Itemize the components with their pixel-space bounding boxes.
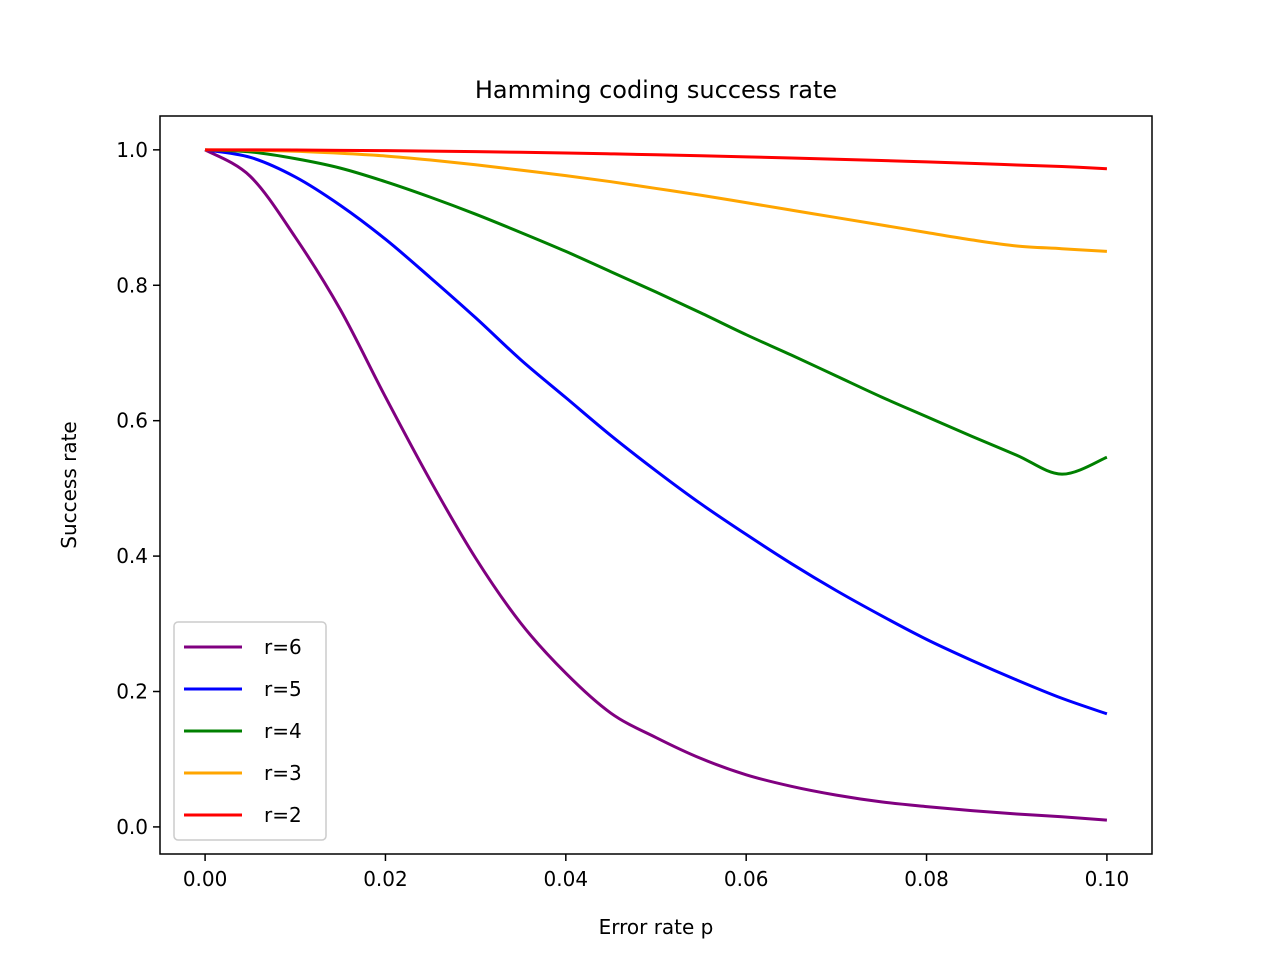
series-line-r-2 (205, 148, 1107, 171)
legend: r=6 r=5 r=4 r=3 r=2 (173, 621, 327, 841)
x-tick-label: 0.10 (1085, 867, 1130, 891)
legend-label: r=6 (264, 635, 302, 659)
x-axis-ticks: 0.00 0.02 0.04 0.06 0.08 0.10 (183, 854, 1129, 891)
x-tick-label: 0.04 (544, 867, 589, 891)
legend-label: r=4 (264, 719, 302, 743)
series-line-r-3 (205, 148, 1107, 253)
series-line-r-5 (204, 148, 1108, 716)
x-tick-label: 0.00 (183, 867, 228, 891)
x-tick-label: 0.06 (724, 867, 769, 891)
x-tick-label: 0.08 (904, 867, 949, 891)
plot-frame (159, 115, 1153, 855)
y-tick-label: 1.0 (116, 138, 148, 162)
legend-box (173, 621, 327, 841)
legend-label: r=3 (264, 761, 302, 785)
x-axis-label: Error rate p (599, 915, 714, 939)
y-axis-ticks: 0.0 0.2 0.4 0.6 0.8 1.0 (116, 138, 160, 839)
legend-label: r=5 (264, 677, 302, 701)
x-tick-label: 0.02 (363, 867, 408, 891)
y-tick-label: 0.2 (116, 680, 148, 704)
series-line-r-6 (204, 148, 1108, 822)
chart-title: Hamming coding success rate (475, 76, 837, 104)
y-tick-label: 0.6 (116, 409, 148, 433)
y-tick-label: 0.4 (116, 544, 148, 568)
y-tick-label: 0.8 (116, 273, 148, 297)
legend-label: r=2 (264, 803, 302, 827)
series-line-r-4 (205, 148, 1108, 476)
plot-lines (204, 148, 1108, 822)
y-tick-label: 0.0 (116, 815, 148, 839)
y-axis-label: Success rate (57, 421, 81, 549)
